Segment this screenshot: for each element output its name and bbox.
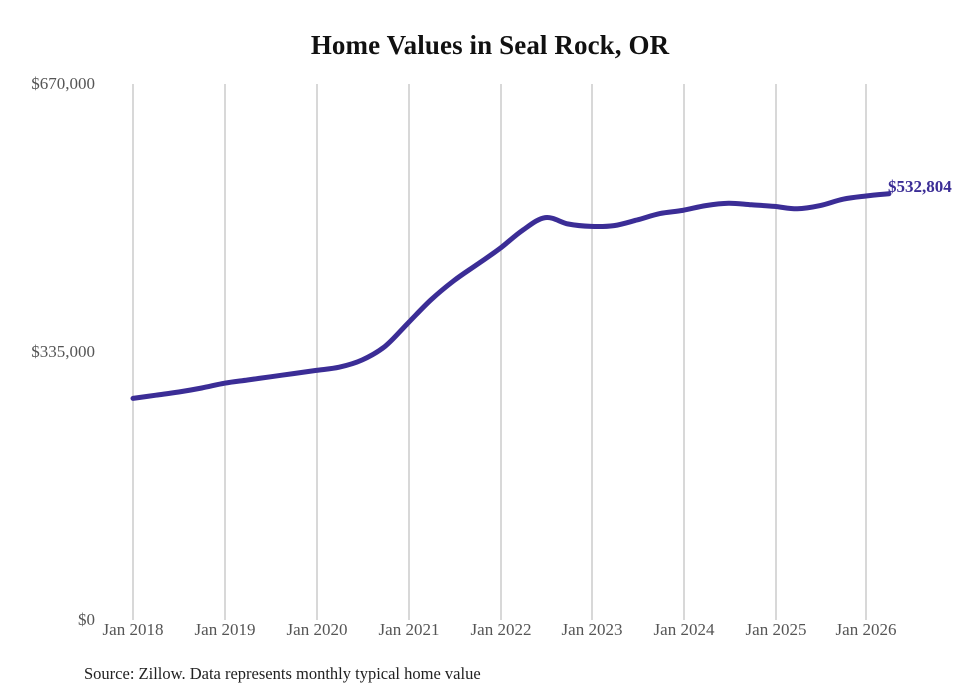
y-axis-tick-label: $335,000 <box>31 342 95 361</box>
y-axis-tick-label: $670,000 <box>31 74 95 93</box>
chart-title: Home Values in Seal Rock, OR <box>310 30 670 60</box>
x-axis-tick-label: Jan 2022 <box>470 620 532 639</box>
value-line <box>130 191 892 401</box>
x-axis-tick-label: Jan 2021 <box>378 620 440 639</box>
x-axis-tick-label: Jan 2019 <box>194 620 256 639</box>
x-axis-tick-label: Jan 2018 <box>102 620 164 639</box>
y-axis-tick-label: $0 <box>78 610 95 629</box>
x-axis-tick-label: Jan 2020 <box>286 620 348 639</box>
x-axis-tick-label: Jan 2024 <box>653 620 715 639</box>
x-axis-tick-label: Jan 2023 <box>561 620 623 639</box>
x-axis-tick-label: Jan 2026 <box>835 620 897 639</box>
source-note: Source: Zillow. Data represents monthly … <box>84 664 481 683</box>
x-axis-tick-label: Jan 2025 <box>745 620 807 639</box>
gridlines-group <box>132 84 867 620</box>
series-group <box>130 191 892 401</box>
end-value-annotation: $532,804 <box>888 177 952 196</box>
